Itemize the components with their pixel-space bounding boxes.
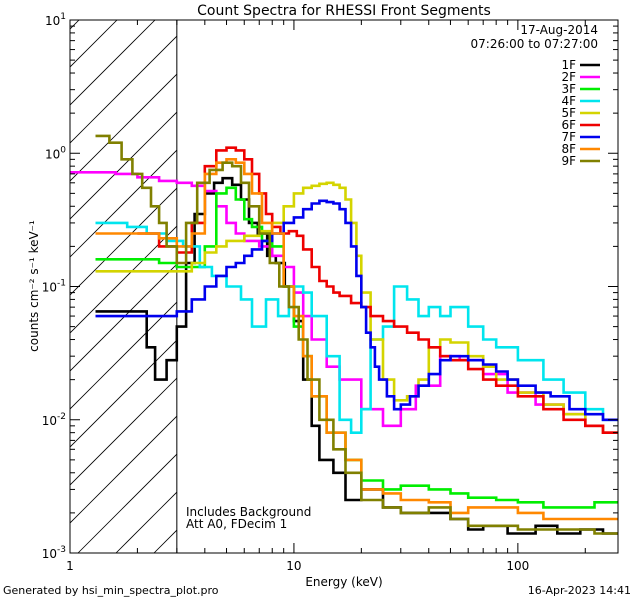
hatch-line [70,187,177,296]
legend-label-4F: 4F [561,94,576,108]
y-tick-label: 101 [45,12,66,28]
x-axis-label: Energy (keV) [305,575,382,589]
x-tick-label: 100 [506,559,529,573]
series-4F [95,221,618,434]
hatch-line [230,13,640,553]
hatch-line [70,73,177,182]
annotation-attenuator: Att A0, FDecim 1 [186,517,287,531]
footer-timestamp: 16-Apr-2023 14:41 [527,584,631,597]
hatched-region [0,13,640,553]
legend-label-2F: 2F [561,70,576,84]
legend-label-9F: 9F [561,154,576,168]
legend-label-3F: 3F [561,82,576,96]
legend-label-1F: 1F [561,58,576,72]
hatch-line [70,20,156,106]
legend-label-8F: 8F [561,142,576,156]
series-8F [95,158,618,521]
annotation-background: Includes Background [186,505,311,519]
hatch-line [0,13,10,553]
legend-label-6F: 6F [561,118,576,132]
legend-label-5F: 5F [561,106,576,120]
chart-title: Count Spectra for RHESSI Front Segments [197,3,491,19]
hatch-line [77,453,177,553]
series-5F [95,181,618,434]
hatch-line [70,339,177,448]
time-range-label: 07:26:00 to 07:27:00 [471,37,598,51]
x-tick-label: 10 [286,559,301,573]
legend-label-7F: 7F [561,130,576,144]
hatch-line [70,377,177,486]
date-label: 17-Aug-2014 [520,23,598,37]
y-tick-label: 10-2 [42,412,66,428]
hatch-line [268,13,640,553]
y-tick-label: 10-3 [42,545,66,561]
series-7F [95,199,618,422]
y-axis-label: counts cm⁻² s⁻¹ keV⁻¹ [27,220,41,352]
y-tick-label: 100 [45,145,66,161]
x-tick-label: 1 [66,559,74,573]
hatch-line [70,415,177,524]
hatch-line [70,225,177,334]
footer-generator: Generated by hsi_min_spectra_plot.pro [3,584,219,597]
series-6F [137,146,618,434]
hatch-line [70,263,177,372]
y-tick-label: 10-1 [42,279,66,295]
series-9F [95,134,618,535]
hatch-line [70,35,177,144]
